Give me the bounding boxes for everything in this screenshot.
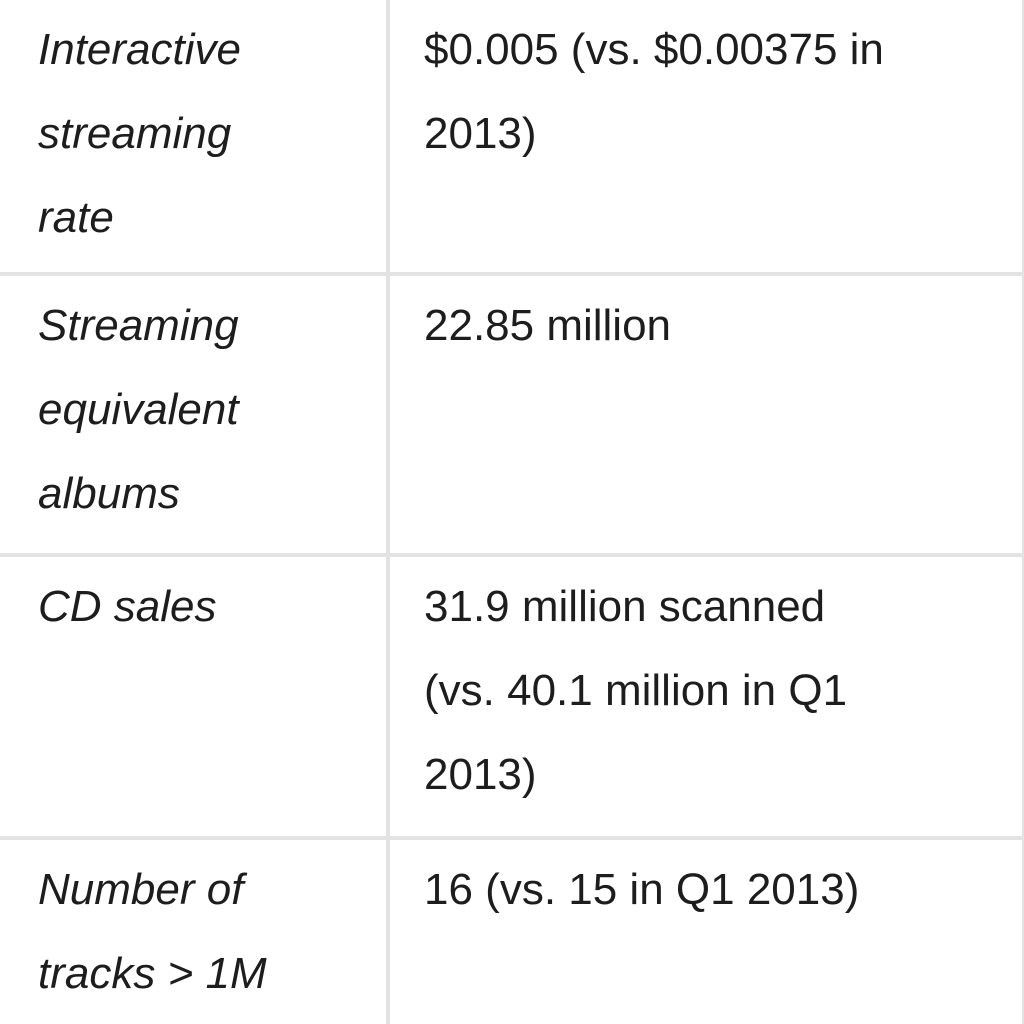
row-label-line: CD sales — [38, 582, 217, 631]
row-value-cell: 22.85 million — [386, 272, 1024, 557]
row-value-line: 2013) — [424, 750, 537, 799]
table-row: CD sales 31.9 million scanned (vs. 40.1 … — [0, 553, 1024, 840]
row-label-line: equivalent — [38, 385, 239, 434]
table-row: Number of tracks > 1M 16 (vs. 15 in Q1 2… — [0, 836, 1024, 1024]
row-value-line: 22.85 million — [424, 301, 672, 350]
row-value-cell: 16 (vs. 15 in Q1 2013) — [386, 836, 1024, 1024]
row-value-line: 31.9 million scanned — [424, 582, 826, 631]
row-label-cell: Number of tracks > 1M — [0, 836, 390, 1024]
row-value-line: 2013) — [424, 109, 537, 158]
row-label-cell: Interactive streaming rate — [0, 0, 390, 276]
row-label-line: tracks > 1M — [38, 949, 267, 998]
row-value-line: $0.005 (vs. $0.00375 in — [424, 25, 884, 74]
row-value-cell: 31.9 million scanned (vs. 40.1 million i… — [386, 553, 1024, 840]
row-label-line: Interactive — [38, 25, 241, 74]
row-label-line: streaming — [38, 109, 232, 158]
row-label-line: albums — [38, 469, 180, 518]
table-row: Streaming equivalent albums 22.85 millio… — [0, 272, 1024, 557]
row-label-cell: Streaming equivalent albums — [0, 272, 390, 557]
row-label-line: Number of — [38, 865, 244, 914]
row-value-line: 16 (vs. 15 in Q1 2013) — [424, 865, 860, 914]
row-label-line: rate — [38, 193, 114, 242]
row-value-cell: $0.005 (vs. $0.00375 in 2013) — [386, 0, 1024, 276]
row-value-line: (vs. 40.1 million in Q1 — [424, 666, 848, 715]
table-row: Interactive streaming rate $0.005 (vs. $… — [0, 0, 1024, 276]
row-label-cell: CD sales — [0, 553, 390, 840]
row-label-line: Streaming — [38, 301, 239, 350]
